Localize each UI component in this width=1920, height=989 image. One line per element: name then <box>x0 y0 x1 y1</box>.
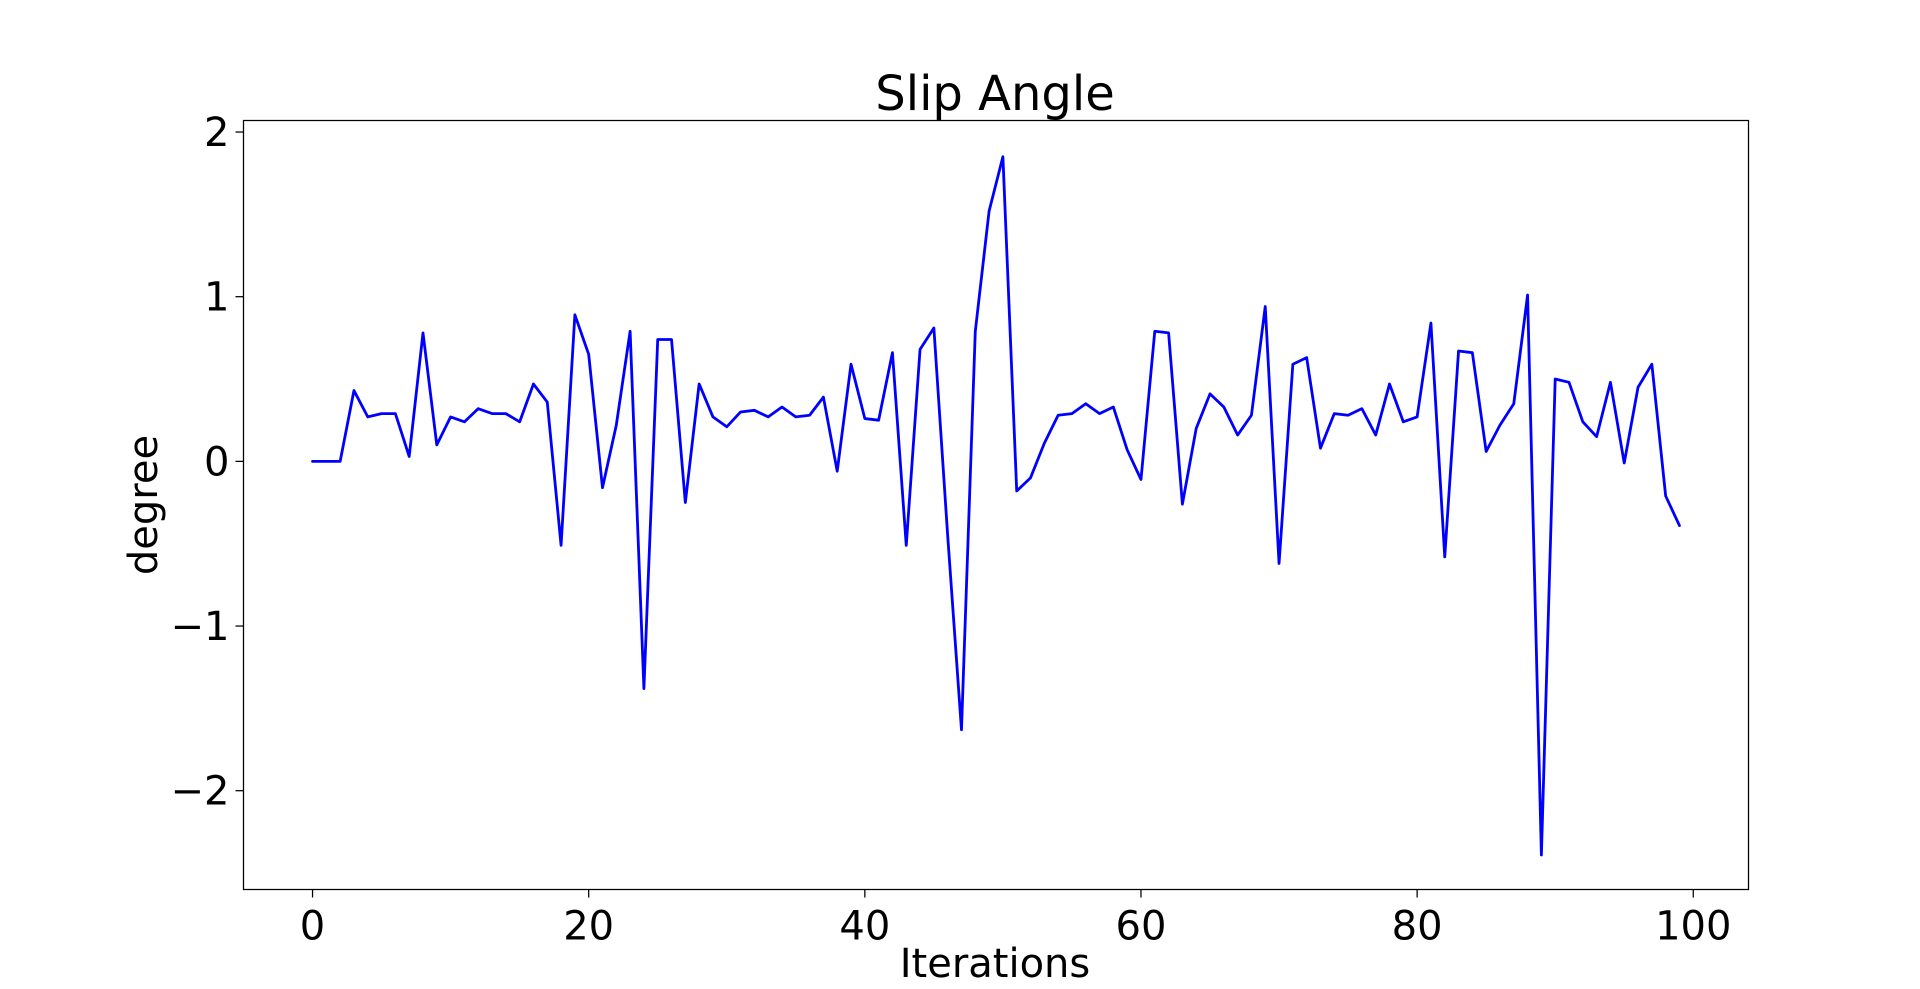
x-axis: 0 20 40 60 80 100 <box>300 889 1731 950</box>
chart-title: Slip Angle <box>875 66 1114 122</box>
y-axis-label: degree <box>121 435 167 575</box>
y-axis: −2 −1 0 1 2 <box>171 110 244 815</box>
x-tick-label: 80 <box>1392 904 1443 950</box>
x-tick-label: 0 <box>300 904 325 950</box>
x-tick-label: 40 <box>839 904 890 950</box>
y-tick-label: 1 <box>204 275 229 321</box>
y-tick-label: −1 <box>171 604 230 650</box>
series-line <box>311 155 1681 857</box>
y-tick-label: −2 <box>171 769 230 815</box>
plot-area-frame <box>242 119 1750 891</box>
plot-area <box>311 155 1681 857</box>
x-tick-label: 20 <box>563 904 614 950</box>
x-tick-label: 60 <box>1116 904 1167 950</box>
x-axis-label: Iterations <box>900 941 1091 987</box>
y-tick-label: 2 <box>204 110 229 156</box>
y-tick-label: 0 <box>204 439 229 485</box>
x-tick-label: 100 <box>1655 904 1731 950</box>
